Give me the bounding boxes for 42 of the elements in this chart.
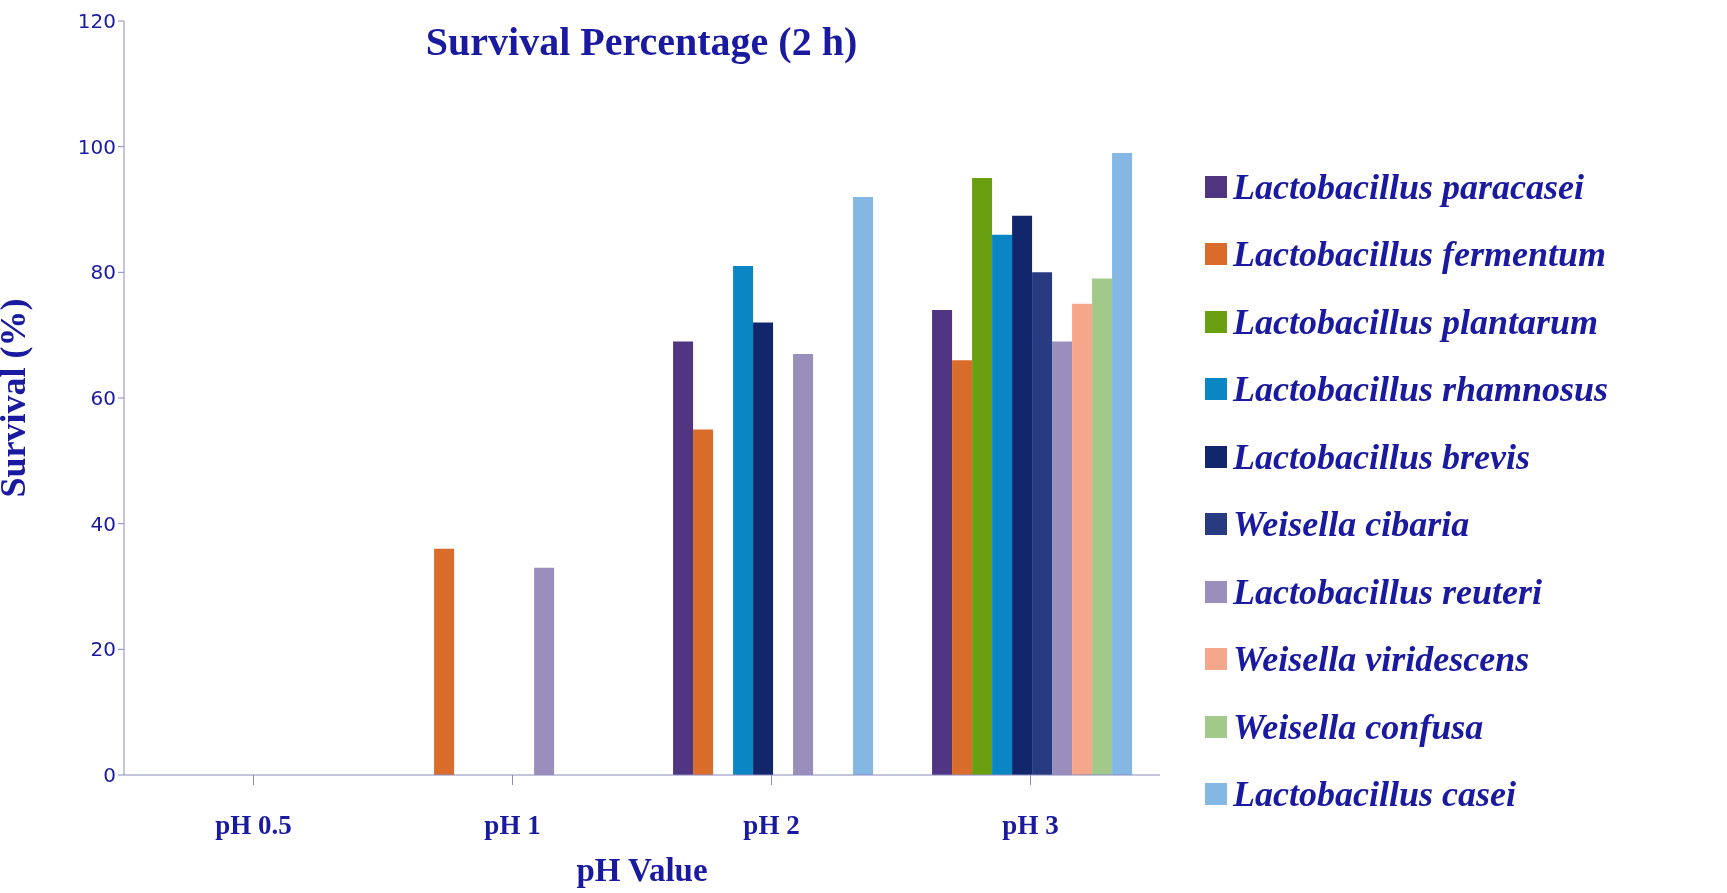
y-tick-label: 60 (90, 386, 116, 411)
legend-label: Weisella viridescens (1233, 638, 1530, 681)
bar (1092, 278, 1113, 775)
bar (992, 234, 1013, 775)
bar (1072, 303, 1093, 775)
legend-label: Lactobacillus casei (1233, 773, 1516, 816)
y-tick-label: 100 (77, 134, 116, 159)
bar (972, 178, 993, 775)
legend-label: Lactobacillus brevis (1233, 435, 1530, 478)
legend-label: Lactobacillus plantarum (1233, 300, 1599, 343)
x-tick-label: pH 1 (484, 810, 541, 841)
x-tick-label: pH 0.5 (215, 810, 292, 841)
bar (534, 567, 555, 775)
x-tick-label: pH 3 (1002, 810, 1059, 841)
legend-label: Weisella cibaria (1233, 503, 1470, 546)
bar (952, 360, 973, 775)
y-tick-label: 20 (90, 637, 116, 662)
legend-label: Lactobacillus rhamnosus (1233, 368, 1609, 411)
legend-label: Lactobacillus paracasei (1233, 165, 1584, 208)
bar (1052, 341, 1073, 775)
y-tick-label: 0 (103, 763, 116, 788)
bar (1112, 152, 1133, 775)
y-tick-label: 80 (90, 260, 116, 285)
legend-label: Lactobacillus fermentum (1233, 233, 1606, 276)
y-axis-title: Survival (%) (0, 298, 33, 498)
legend-label: Weisella confusa (1233, 705, 1484, 748)
bar (673, 341, 694, 775)
bar (853, 196, 874, 775)
chart-title: Survival Percentage (2 h) (424, 18, 859, 65)
bar (733, 266, 754, 775)
x-tick-label: pH 2 (743, 810, 800, 841)
bar (1012, 215, 1033, 775)
legend-label: Lactobacillus reuteri (1233, 570, 1542, 613)
bar (1032, 272, 1053, 775)
bar (693, 429, 714, 775)
bar (932, 310, 953, 775)
y-tick-label: 40 (90, 511, 116, 536)
x-axis-title: pH Value (576, 852, 708, 888)
bar (434, 548, 455, 775)
bar (753, 322, 774, 775)
bar (793, 354, 814, 775)
y-tick-label: 120 (77, 9, 116, 34)
